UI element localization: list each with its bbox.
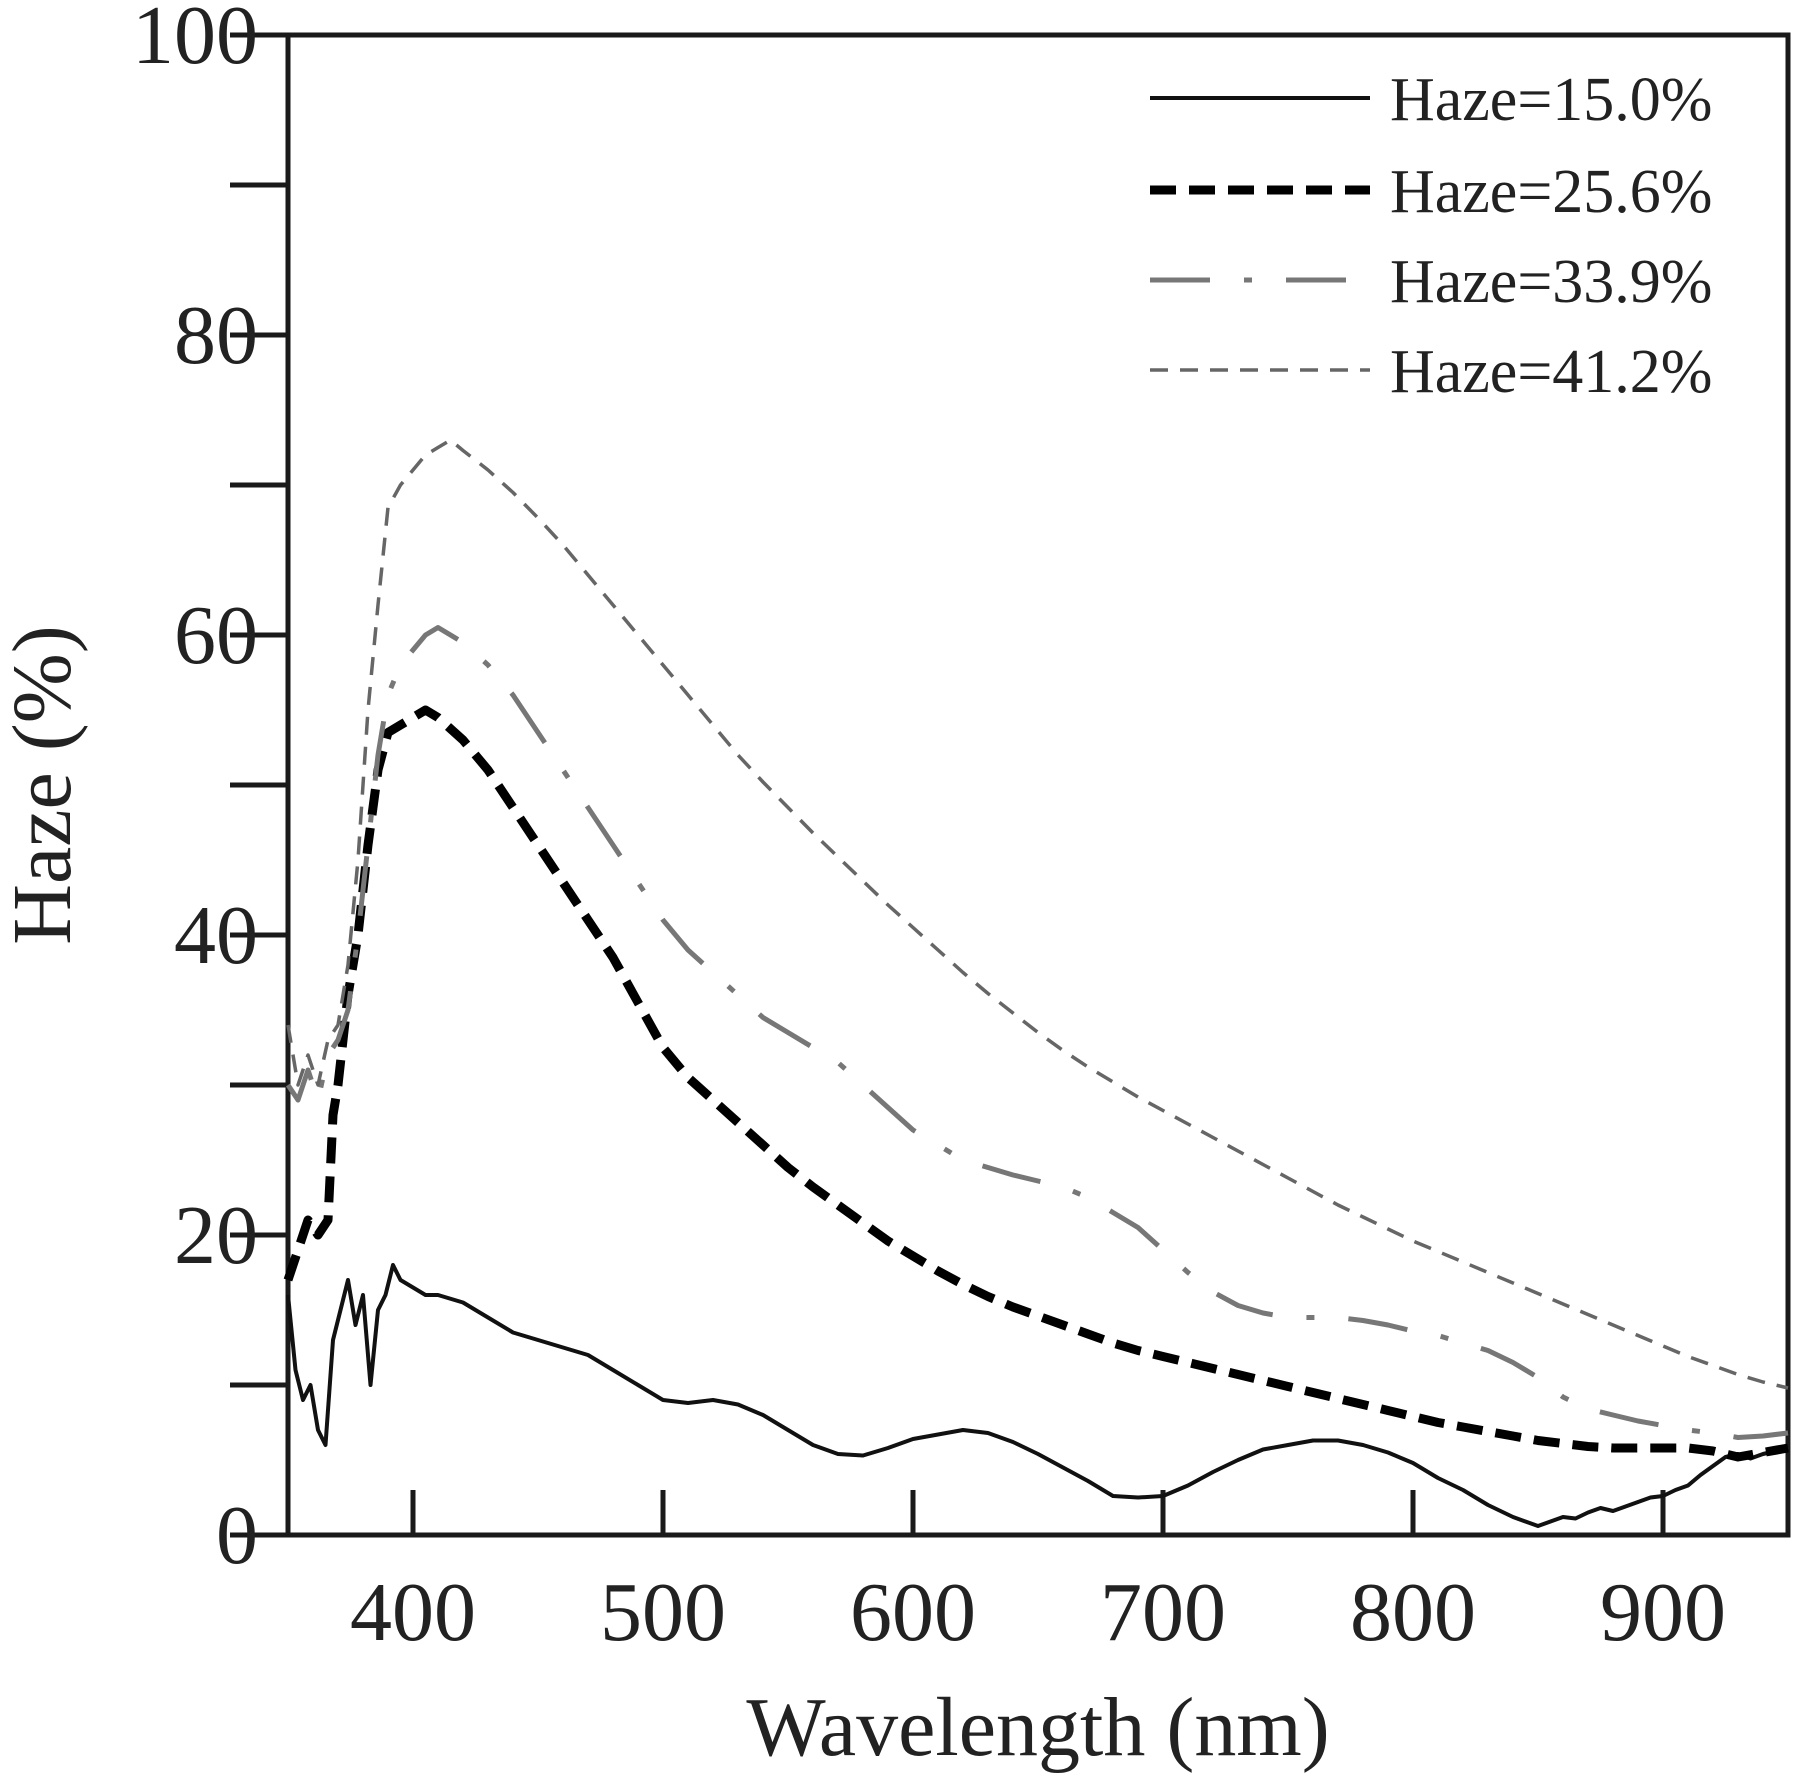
series-line-2 [283, 705, 1789, 1462]
y-axis-title: Haze (%) [0, 625, 89, 944]
x-tick-label: 400 [350, 1566, 476, 1659]
legend-label: Haze=33.9% [1390, 248, 1712, 316]
y-tick-label: 0 [216, 1489, 258, 1582]
legend-label: Haze=15.0% [1390, 66, 1712, 134]
y-tick-label: 80 [174, 289, 258, 382]
series-line-1 [286, 1263, 1789, 1528]
y-tick-label: 100 [132, 0, 258, 82]
x-axis-ticks: 400 500 600 700 800 900 [350, 1490, 1726, 1659]
y-tick-label: 40 [174, 889, 258, 982]
x-tick-label: 500 [600, 1566, 726, 1659]
x-tick-label: 800 [1350, 1566, 1476, 1659]
legend: Haze=15.0% Haze=25.6% Haze=33.9% Haze=41.2% [1150, 66, 1712, 406]
series-layer [283, 438, 1789, 1528]
y-axis-ticks: 0 20 40 60 80 100 [132, 0, 288, 1582]
legend-label: Haze=25.6% [1390, 158, 1712, 226]
series-line-4 [286, 438, 1789, 1390]
x-tick-label: 600 [850, 1566, 976, 1659]
y-tick-label: 60 [174, 589, 258, 682]
y-tick-label: 20 [174, 1189, 258, 1282]
series-line-3 [285, 625, 1789, 1440]
x-tick-label: 900 [1600, 1566, 1726, 1659]
legend-label: Haze=41.2% [1390, 338, 1712, 406]
x-tick-label: 700 [1100, 1566, 1226, 1659]
x-axis-title: Wavelength (nm) [746, 1681, 1329, 1774]
